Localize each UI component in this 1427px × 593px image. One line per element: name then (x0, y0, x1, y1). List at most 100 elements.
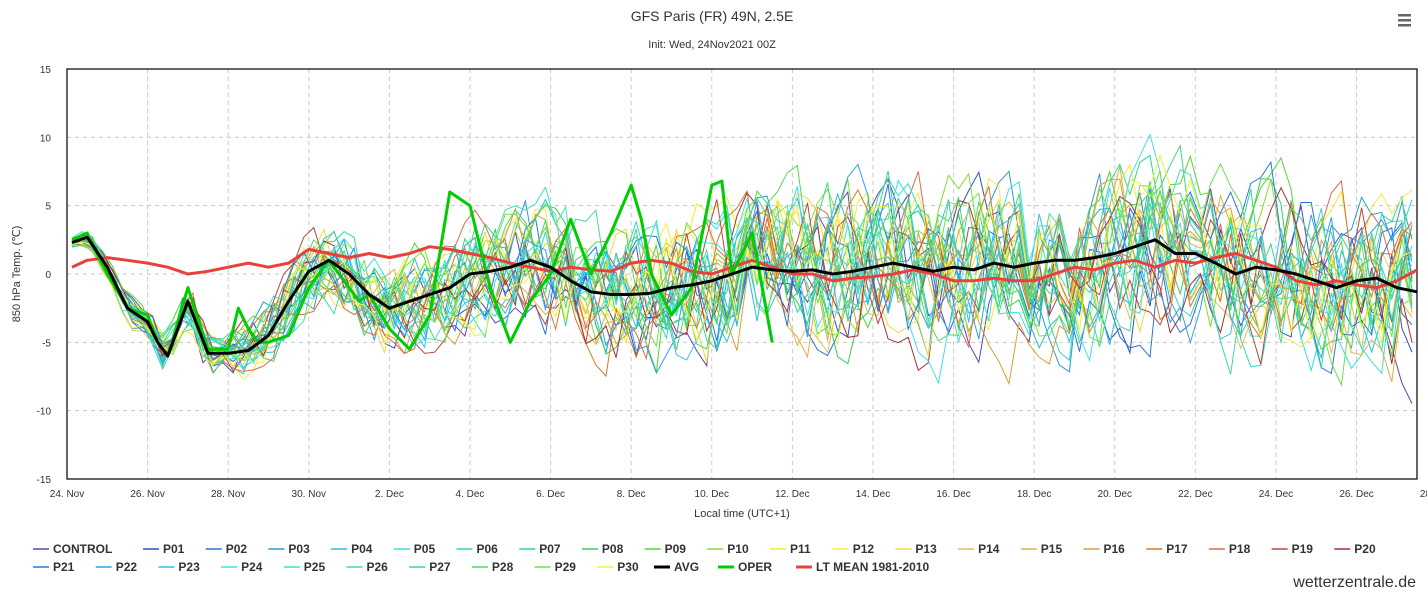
legend-label: P14 (978, 542, 1000, 556)
legend-label: P15 (1041, 542, 1063, 556)
hamburger-menu-icon[interactable] (1398, 14, 1411, 27)
legend-item-p09[interactable]: P09 (644, 542, 687, 556)
legend-label: P16 (1104, 542, 1126, 556)
legend-item-p28[interactable]: P28 (471, 560, 514, 574)
legend-item-control[interactable]: CONTROL (33, 542, 112, 556)
legend-label: P02 (226, 542, 248, 556)
legend-item-p30[interactable]: P30 (597, 560, 639, 574)
x-tick-label: 2. Dec (375, 489, 404, 500)
legend-label: P13 (915, 542, 937, 556)
x-tick-label: 18. Dec (1017, 489, 1051, 500)
x-tick-label: 20. Dec (1098, 489, 1132, 500)
legend-label: OPER (738, 560, 772, 574)
y-tick-label: 15 (40, 65, 52, 76)
legend-item-p27[interactable]: P27 (409, 560, 451, 574)
legend-item-p01[interactable]: P01 (143, 542, 185, 556)
y-tick-label: -5 (42, 338, 51, 349)
x-tick-label: 24. Dec (1259, 489, 1293, 500)
series-line-p23 (71, 199, 1413, 371)
legend-label: P26 (367, 560, 389, 574)
legend-item-p23[interactable]: P23 (158, 560, 200, 574)
legend-label: P25 (304, 560, 326, 574)
legend-item-p08[interactable]: P08 (581, 542, 624, 556)
legend-label: P29 (555, 560, 577, 574)
x-tick-label: 26. Nov (130, 489, 164, 500)
legend-label: P19 (1292, 542, 1314, 556)
legend-item-p03[interactable]: P03 (268, 542, 310, 556)
legend-label: P04 (351, 542, 373, 556)
legend-label: P22 (116, 560, 138, 574)
legend-label: P23 (178, 560, 200, 574)
x-tick-label: 22. Dec (1178, 489, 1212, 500)
y-tick-label: 0 (45, 270, 51, 281)
legend-item-p02[interactable]: P02 (205, 542, 248, 556)
legend-item-p14[interactable]: P14 (958, 542, 1000, 556)
legend-item-p17[interactable]: P17 (1146, 542, 1188, 556)
x-tick-label: 12. Dec (775, 489, 809, 500)
legend-label: P01 (163, 542, 185, 556)
legend-item-p20[interactable]: P20 (1334, 542, 1376, 556)
series-line-p06 (71, 199, 1413, 368)
legend-item-oper[interactable]: OPER (718, 560, 772, 574)
chart-subtitle: Init: Wed, 24Nov2021 00Z (648, 39, 776, 51)
series-line-p08 (71, 178, 1413, 368)
legend-item-avg[interactable]: AVG (654, 560, 699, 574)
series-line-p16 (71, 178, 1413, 386)
legend: CONTROL P01 P02 P03 P04 P05 P06 P07 P08 P09 P10 P11… (33, 542, 1376, 574)
legend-label: P17 (1166, 542, 1188, 556)
x-axis-label: Local time (UTC+1) (694, 508, 790, 520)
legend-item-p15[interactable]: P15 (1020, 542, 1063, 556)
series-line-p28 (71, 164, 1413, 367)
legend-label: P08 (602, 542, 624, 556)
legend-item-p24[interactable]: P24 (221, 560, 263, 574)
legend-item-p10[interactable]: P10 (707, 542, 749, 556)
series-line-lt-mean (71, 245, 1418, 290)
y-tick-label: 10 (40, 133, 52, 144)
legend-label: P07 (539, 542, 561, 556)
x-tick-label: 14. Dec (856, 489, 890, 500)
legend-label: P24 (241, 560, 263, 574)
legend-item-p05[interactable]: P05 (393, 542, 436, 556)
series-line-p25 (71, 168, 1413, 375)
series-line-p17 (71, 186, 1413, 378)
legend-label: LT MEAN 1981-2010 (816, 560, 929, 574)
legend-item-p21[interactable]: P21 (33, 560, 75, 574)
series-line-oper (71, 179, 774, 358)
legend-item-p07[interactable]: P07 (519, 542, 561, 556)
plot-frame (66, 68, 1418, 480)
legend-label: P27 (429, 560, 451, 574)
legend-item-p18[interactable]: P18 (1208, 542, 1251, 556)
legend-label: AVG (674, 560, 699, 574)
x-tick-label: 26. Dec (1339, 489, 1373, 500)
legend-item-p04[interactable]: P04 (331, 542, 373, 556)
series-line-p22 (71, 163, 1413, 375)
legend-item-p26[interactable]: P26 (346, 560, 389, 574)
legend-label: P12 (853, 542, 875, 556)
legend-item-p06[interactable]: P06 (456, 542, 499, 556)
legend-item-p12[interactable]: P12 (832, 542, 875, 556)
credit-text[interactable]: wetterzentrale.de (1292, 574, 1416, 591)
x-tick-label: 28. Nov (211, 489, 245, 500)
legend-item-p19[interactable]: P19 (1271, 542, 1314, 556)
legend-item-p22[interactable]: P22 (95, 560, 138, 574)
legend-label: P05 (414, 542, 436, 556)
legend-item-p25[interactable]: P25 (283, 560, 326, 574)
chart-title: GFS Paris (FR) 49N, 2.5E (631, 8, 794, 24)
x-tick-label: 24. Nov (50, 489, 84, 500)
x-tick-label: 10. Dec (695, 489, 729, 500)
legend-label: P11 (790, 542, 811, 556)
y-axis-label: 850 hPa Temp. (℃) (11, 226, 23, 323)
legend-item-p11[interactable]: P11 (770, 542, 811, 556)
series-line-p27 (71, 144, 1413, 375)
legend-item-lt-mean-1981-2010[interactable]: LT MEAN 1981-2010 (796, 560, 929, 574)
legend-item-p29[interactable]: P29 (534, 560, 577, 574)
series-line-p29 (71, 162, 1413, 387)
y-tick-label: 5 (45, 202, 51, 213)
x-tick-label: 28. Dec (1420, 489, 1427, 500)
plot-area: 15 10 5 0 -5 -10 -15 24. Nov 26. Nov 28. Nov 30. N… (37, 65, 1427, 500)
x-tick-label: 6. Dec (536, 489, 565, 500)
legend-item-p16[interactable]: P16 (1083, 542, 1126, 556)
legend-label: P28 (492, 560, 514, 574)
legend-item-p13[interactable]: P13 (895, 542, 937, 556)
x-tick-label: 8. Dec (617, 489, 646, 500)
